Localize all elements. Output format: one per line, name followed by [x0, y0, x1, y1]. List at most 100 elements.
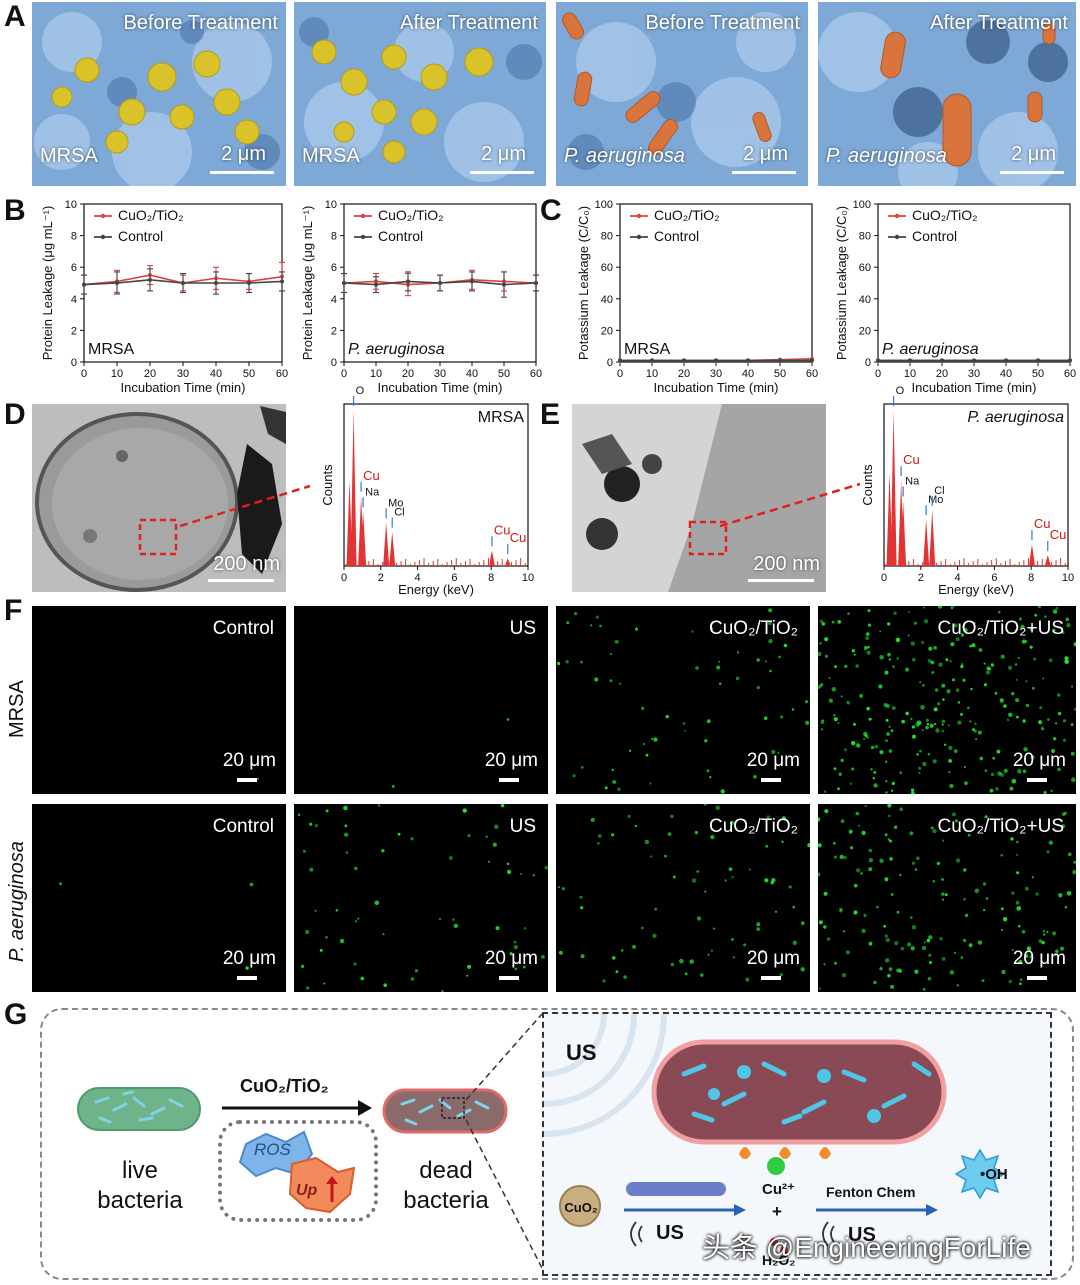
- fluorescent-cell: [381, 849, 385, 853]
- potassium-leakage-pa-chart: 0 10 20 30 40 50 60 0 20 40 60 80 100 Incubation Time…: [826, 196, 1078, 396]
- fluorescent-cell: [653, 737, 658, 742]
- fluorescent-cell: [990, 772, 995, 777]
- fluorescent-cell: [899, 771, 903, 775]
- y-tick-label: 60: [601, 262, 613, 274]
- fluorescent-cell: [467, 964, 472, 969]
- y-tick-label: 0: [331, 357, 337, 369]
- fluorescent-cell: [891, 781, 896, 786]
- fluorescent-cell: [1064, 656, 1069, 661]
- fluorescent-cell: [985, 897, 989, 900]
- y-tick-label: 20: [859, 325, 871, 337]
- fluorescent-cell: [506, 869, 512, 875]
- fluorescent-cell: [1016, 853, 1019, 856]
- fluorescent-cell: [824, 637, 829, 642]
- fluorescent-cell: [868, 717, 872, 721]
- scale-label: 20 μm: [746, 750, 800, 771]
- us-wave-bg: [544, 1014, 1006, 1254]
- legend-marker: [894, 234, 900, 240]
- sem-image-mrsa-before: Before Treatment MRSA 2 μm: [32, 2, 286, 186]
- sem-organism: P. aeruginosa: [826, 145, 947, 167]
- fluorescent-cell: [918, 766, 921, 770]
- fluorescent-cell: [805, 720, 810, 725]
- fluorescent-cell: [467, 834, 471, 838]
- fluorescent-cell: [506, 718, 510, 721]
- fluorescent-cell: [1032, 686, 1035, 690]
- fluorescent-cell: [609, 652, 613, 656]
- fluorescent-cell: [1025, 703, 1030, 708]
- y-axis-label: Protein Leakage (μg mL⁻¹): [300, 206, 315, 361]
- fluorescent-cell: [866, 650, 871, 655]
- y-tick-label: 40: [601, 294, 613, 306]
- fluorescent-cell: [683, 729, 686, 732]
- x-tick-label: 0: [617, 368, 623, 380]
- y-tick-label: 10: [325, 199, 337, 211]
- fluorescent-cell: [888, 725, 891, 728]
- x-tick-label: 10: [646, 368, 658, 380]
- fluorescent-cell: [947, 724, 951, 727]
- scale-label: 20 μm: [1012, 948, 1066, 969]
- fluorescent-cell: [532, 874, 535, 877]
- fluorescent-cell: [888, 967, 893, 971]
- fluorescent-cell: [946, 689, 951, 694]
- fluorescent-cell: [826, 937, 831, 941]
- fluorescent-cell: [1058, 893, 1063, 898]
- y-tick-label: 100: [595, 199, 613, 211]
- fluorescent-cell: [872, 776, 876, 780]
- sem-image-pa-before: Before Treatment P. aeruginosa 2 μm: [556, 2, 808, 186]
- fluorescent-cell: [864, 804, 867, 808]
- data-point: [876, 358, 880, 363]
- peak-label: Cu: [363, 468, 380, 483]
- fluorescent-cell: [834, 665, 837, 668]
- fluorescent-cell: [944, 893, 948, 897]
- fluorescent-cell: [665, 714, 669, 719]
- protein-leakage-mrsa-chart: 0 10 20 30 40 50 60 0 2 4 6 8 10 Incubation Time (min…: [32, 196, 290, 396]
- fluorescent-cell: [323, 982, 326, 985]
- fluorescent-cell: [597, 842, 600, 845]
- fluorescent-cell: [541, 955, 545, 959]
- fluorescent-cell: [893, 611, 897, 615]
- sem-title: Before Treatment: [123, 12, 278, 34]
- scale-bar: [237, 976, 257, 980]
- fluorescent-cell: [820, 720, 825, 724]
- cuo2-label: CuO₂: [564, 1200, 598, 1215]
- fluorescent-cell: [985, 670, 991, 675]
- data-point: [214, 281, 218, 285]
- fluorescent-cell: [1039, 706, 1043, 710]
- fluorescent-cell: [392, 785, 395, 788]
- fluorescent-cell: [922, 684, 925, 687]
- fluorescent-cell: [922, 988, 926, 991]
- fluorescent-cell: [1037, 606, 1042, 608]
- fluorescent-cell: [818, 817, 821, 822]
- fluorescent-cell: [731, 938, 734, 941]
- fluorescent-cell: [894, 941, 899, 946]
- fluorescent-cell: [800, 967, 805, 972]
- fluorescent-cell: [927, 752, 931, 756]
- fluorescent-cell: [978, 648, 983, 652]
- fluorescent-cell: [862, 737, 866, 740]
- fluorescent-cell: [833, 855, 838, 859]
- fluorescent-cell: [1061, 630, 1065, 635]
- data-point: [618, 358, 622, 363]
- y-tick-label: 80: [601, 231, 613, 243]
- fluorescent-cell: [886, 732, 890, 736]
- scale-label: 20 μm: [484, 750, 538, 771]
- fluorescent-cell: [888, 658, 891, 661]
- x-tick-label: 2: [918, 572, 924, 584]
- fluorescent-cell: [650, 855, 653, 858]
- fluorescent-cell: [852, 722, 856, 726]
- fluorescent-cell: [973, 729, 977, 733]
- sem-image-pa-after: After Treatment P. aeruginosa 2 μm: [818, 2, 1076, 186]
- fluorescent-cell: [891, 789, 894, 792]
- x-tick-label: 60: [530, 368, 542, 380]
- legend-label: Control: [378, 228, 423, 244]
- fluorescent-cell: [853, 910, 858, 915]
- fluorescent-cell: [821, 728, 824, 731]
- panel-label-a: A: [4, 0, 26, 33]
- fluorescent-cell: [783, 643, 788, 648]
- fluorescent-cell: [833, 717, 838, 722]
- scale-bar: [1027, 778, 1047, 782]
- fluorescent-cell: [1003, 704, 1007, 708]
- x-tick-label: 40: [210, 368, 222, 380]
- sem-texture: [294, 2, 546, 186]
- fluorescent-cell: [1067, 852, 1072, 857]
